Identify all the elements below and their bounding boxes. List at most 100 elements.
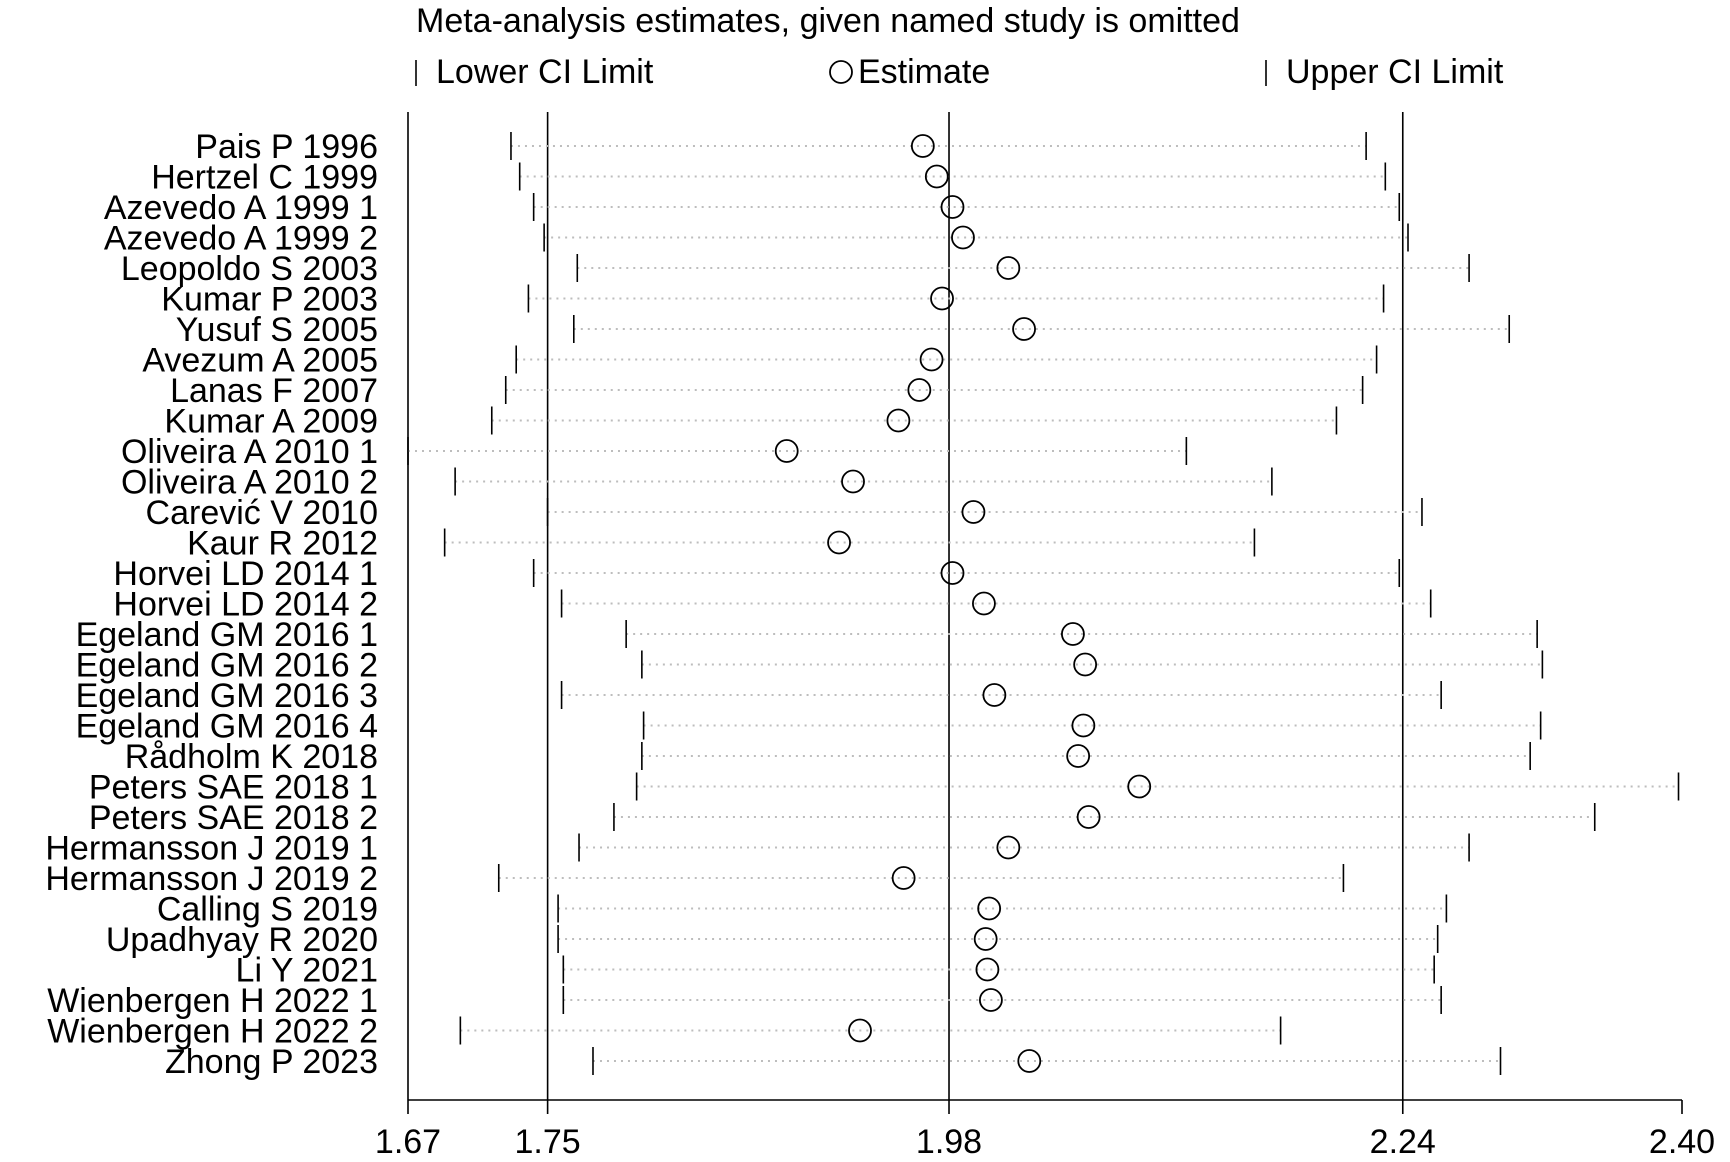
study-row: Horvei LD 2014 1 [113, 555, 1401, 593]
study-label: Hermansson J 2019 2 [45, 860, 378, 898]
study-label: Azevedo A 1999 1 [104, 189, 378, 227]
study-row: Azevedo A 1999 1 [104, 189, 1401, 227]
study-label: Leopoldo S 2003 [121, 250, 378, 288]
chart-title: Meta-analysis estimates, given named stu… [416, 2, 1240, 40]
study-row: Egeland GM 2016 2 [76, 647, 1544, 685]
estimate-point [924, 164, 949, 189]
estimate-point [973, 927, 998, 951]
study-label: Egeland GM 2016 3 [76, 677, 378, 715]
estimate-point [1012, 317, 1036, 341]
study-row: Calling S 2019 [157, 891, 1448, 929]
legend: Lower CI Limit Estimate Upper CI Limit [415, 53, 1504, 91]
study-row: Upadhyay R 2020 [106, 921, 1439, 959]
estimate-point [978, 988, 1003, 1012]
estimate-point [996, 256, 1021, 280]
estimate-point [972, 591, 996, 616]
study-label: Wienbergen H 2022 1 [47, 982, 378, 1020]
study-label: Peters SAE 2018 2 [89, 799, 378, 837]
estimate-point [975, 957, 1000, 982]
study-label: Oliveira A 2010 2 [121, 464, 378, 502]
study-row: Lanas F 2007 [170, 372, 1364, 410]
study-row: Egeland GM 2016 3 [76, 677, 1442, 715]
estimate-point [886, 408, 911, 433]
study-label: Wienbergen H 2022 2 [47, 1013, 378, 1051]
x-axis-ticks: 1.67 1.75 1.98 2.24 2.40 [375, 1100, 1715, 1161]
study-row: Egeland GM 2016 4 [76, 708, 1542, 746]
study-row: Zhong P 2023 [165, 1043, 1502, 1081]
x-tick-label: 2.24 [1370, 1123, 1436, 1161]
estimate-point [1076, 805, 1101, 829]
x-tick-label: 1.98 [916, 1123, 982, 1161]
study-label: Upadhyay R 2020 [106, 921, 378, 959]
study-label: Horvei LD 2014 2 [113, 586, 378, 624]
study-label: Peters SAE 2018 1 [89, 769, 378, 807]
study-label: Hertzel C 1999 [151, 159, 378, 197]
study-row: Wienbergen H 2022 1 [47, 982, 1442, 1020]
study-label: Carević V 2010 [146, 494, 378, 532]
study-label: Kumar A 2009 [164, 403, 378, 441]
study-row: Kumar P 2003 [161, 281, 1385, 319]
study-label: Calling S 2019 [157, 891, 378, 929]
study-row: Carević V 2010 [146, 494, 1423, 532]
study-row: Li Y 2021 [236, 952, 1435, 990]
study-row: Wienbergen H 2022 2 [47, 1013, 1282, 1051]
study-label: Egeland GM 2016 2 [76, 647, 378, 685]
study-row: Hermansson J 2019 1 [45, 830, 1470, 868]
study-row: Peters SAE 2018 2 [89, 799, 1596, 837]
estimate-point [919, 347, 944, 372]
study-label: Azevedo A 1999 2 [104, 220, 378, 258]
estimate-point [1127, 774, 1152, 799]
legend-lower-ci-label: Lower CI Limit [436, 53, 654, 91]
estimate-point [951, 225, 975, 250]
estimate-point [1017, 1049, 1042, 1073]
study-row: Oliveira A 2010 2 [121, 464, 1273, 502]
estimate-point [848, 1018, 872, 1043]
study-label: Pais P 1996 [195, 128, 378, 166]
study-row: Azevedo A 1999 2 [104, 220, 1409, 258]
study-row: Hermansson J 2019 2 [45, 860, 1345, 898]
study-row: Egeland GM 2016 1 [76, 616, 1538, 654]
study-label: Li Y 2021 [236, 952, 378, 990]
estimate-point [827, 530, 851, 555]
estimate-point [1061, 622, 1085, 646]
reference-lines [407, 112, 1404, 1100]
estimate-point [961, 500, 986, 524]
study-label: Hermansson J 2019 1 [45, 830, 378, 868]
study-label: Kumar P 2003 [161, 281, 378, 319]
x-tick-label: 1.75 [515, 1123, 581, 1161]
study-row: Rådholm K 2018 [125, 738, 1531, 776]
study-label: Avezum A 2005 [142, 342, 378, 380]
x-tick-label: 2.40 [1649, 1123, 1715, 1161]
estimate-point [910, 134, 935, 158]
estimate-point [1066, 744, 1091, 768]
estimate-point [1071, 713, 1096, 738]
study-row: Leopoldo S 2003 [121, 250, 1470, 288]
estimate-point [841, 469, 865, 494]
estimate-point [982, 683, 1007, 707]
study-row: Peters SAE 2018 1 [89, 769, 1680, 807]
estimate-point [907, 378, 932, 402]
estimate-point [977, 896, 1002, 921]
x-tick-label: 1.67 [375, 1123, 441, 1161]
estimate-point [940, 195, 965, 219]
study-label: Zhong P 2023 [165, 1043, 378, 1081]
estimate-point [940, 561, 965, 585]
study-label: Egeland GM 2016 1 [76, 616, 378, 654]
study-row: Kaur R 2012 [187, 525, 1256, 563]
estimate-point [996, 835, 1021, 860]
study-row: Horvei LD 2014 2 [113, 586, 1432, 624]
estimate-point [891, 866, 916, 890]
x-axis: 1.67 1.75 1.98 2.24 2.40 [375, 1099, 1715, 1161]
study-label: Lanas F 2007 [170, 372, 378, 410]
study-label: Kaur R 2012 [187, 525, 378, 563]
study-label: Rådholm K 2018 [125, 738, 378, 776]
legend-upper-ci-label: Upper CI Limit [1286, 53, 1504, 91]
study-label: Oliveira A 2010 1 [121, 433, 378, 471]
study-label: Egeland GM 2016 4 [76, 708, 378, 746]
study-label: Horvei LD 2014 1 [113, 555, 378, 593]
estimate-point [774, 439, 799, 463]
legend-estimate-marker [829, 60, 853, 84]
study-label: Yusuf S 2005 [176, 311, 378, 349]
